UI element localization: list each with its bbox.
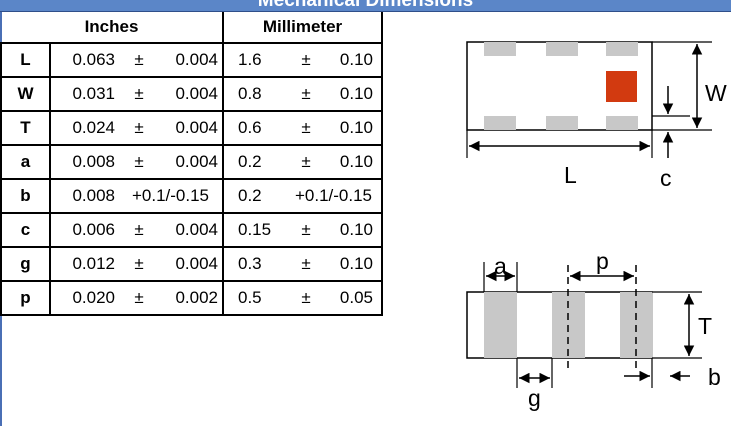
inch-value: 0.008 xyxy=(50,178,119,214)
header-inches: Inches xyxy=(1,12,224,43)
inch-plus-minus: ± xyxy=(119,280,159,316)
page-title: Mechanical Dimensions xyxy=(257,0,474,11)
dimension-symbol: a xyxy=(0,144,51,180)
mm-plus-minus: ± xyxy=(286,246,326,282)
mm-plus-minus: ± xyxy=(286,110,326,146)
header-millimeter: Millimeter xyxy=(223,12,383,43)
inch-tolerance: 0.004 xyxy=(159,76,224,112)
mm-value: 0.8 xyxy=(223,76,286,112)
inch-value: 0.024 xyxy=(50,110,119,146)
table-row: T 0.024 ± 0.004 0.6 ± 0.10 xyxy=(0,110,383,146)
pad-bottom xyxy=(546,116,578,130)
terminal-side xyxy=(484,292,517,358)
dimension-symbol: p xyxy=(0,280,51,316)
mm-value: 0.5 xyxy=(223,280,286,316)
label-g: g xyxy=(528,385,541,411)
pad-top xyxy=(606,42,638,56)
mm-tolerance: 0.10 xyxy=(326,246,383,282)
table-row: g 0.012 ± 0.004 0.3 ± 0.10 xyxy=(0,246,383,282)
inch-tolerance: 0.004 xyxy=(159,110,224,146)
label-a: a xyxy=(494,253,507,279)
inch-tolerance: 0.004 xyxy=(159,212,224,248)
inch-value: 0.006 xyxy=(50,212,119,248)
inch-plus-minus: ± xyxy=(119,110,159,146)
mm-plus-minus: ± xyxy=(286,212,326,248)
pad-top xyxy=(484,42,516,56)
label-L: L xyxy=(564,162,577,188)
mm-plus-minus: ± xyxy=(286,280,326,316)
dimension-symbol: c xyxy=(0,212,51,248)
inch-tolerance: 0.002 xyxy=(159,280,224,316)
label-p: p xyxy=(596,248,609,274)
mm-tolerance: 0.10 xyxy=(326,42,383,78)
inch-value: 0.020 xyxy=(50,280,119,316)
pad-top xyxy=(546,42,578,56)
inch-plus-minus: ± xyxy=(119,42,159,78)
mm-value: 0.3 xyxy=(223,246,286,282)
pad-bottom xyxy=(484,116,516,130)
pin1-marker xyxy=(606,71,637,102)
mm-value: 1.6 xyxy=(223,42,286,78)
dimension-symbol: g xyxy=(0,246,51,282)
label-W: W xyxy=(705,80,727,106)
label-c: c xyxy=(660,165,672,191)
inch-tolerance: 0.004 xyxy=(159,42,224,78)
inch-tolerance: 0.004 xyxy=(159,144,224,180)
mm-value: 0.2 xyxy=(223,144,286,180)
label-T: T xyxy=(698,313,712,339)
mm-tolerance: 0.05 xyxy=(326,280,383,316)
table-row: a 0.008 ± 0.004 0.2 ± 0.10 xyxy=(0,144,383,180)
dimensions-table: Inches Millimeter L 0.063 ± 0.004 1.6 ± … xyxy=(0,12,383,316)
table-row: b 0.008 +0.1/-0.15 0.2 +0.1/-0.15 xyxy=(0,178,383,214)
inch-value: 0.063 xyxy=(50,42,119,78)
inch-tolerance: 0.004 xyxy=(159,246,224,282)
mm-tolerance: 0.10 xyxy=(326,212,383,248)
inch-plus-minus: ± xyxy=(119,76,159,112)
mm-plus-minus: ± xyxy=(286,144,326,180)
dimension-symbol: L xyxy=(0,42,51,78)
inch-plus-minus: ± xyxy=(119,212,159,248)
inch-tolerance: +0.1/-0.15 xyxy=(119,178,224,214)
label-b: b xyxy=(708,364,721,390)
inch-value: 0.012 xyxy=(50,246,119,282)
table-row: c 0.006 ± 0.004 0.15 ± 0.10 xyxy=(0,212,383,248)
title-bar: Mechanical Dimensions xyxy=(0,0,731,12)
pad-bottom xyxy=(606,116,638,130)
table-row: p 0.020 ± 0.002 0.5 ± 0.05 xyxy=(0,280,383,316)
table-row: L 0.063 ± 0.004 1.6 ± 0.10 xyxy=(0,42,383,78)
dimension-symbol: b xyxy=(0,178,51,214)
mm-plus-minus: ± xyxy=(286,42,326,78)
mm-value: 0.15 xyxy=(223,212,286,248)
mm-tolerance: 0.10 xyxy=(326,144,383,180)
inch-value: 0.008 xyxy=(50,144,119,180)
mm-value: 0.2 xyxy=(223,178,286,214)
dimension-symbol: W xyxy=(0,76,51,112)
top-view-drawing: W c L xyxy=(466,41,727,191)
inch-plus-minus: ± xyxy=(119,246,159,282)
mm-tolerance: +0.1/-0.15 xyxy=(286,178,383,214)
inch-value: 0.031 xyxy=(50,76,119,112)
dimension-symbol: T xyxy=(0,110,51,146)
table-header-row: Inches Millimeter xyxy=(1,12,383,43)
mm-value: 0.6 xyxy=(223,110,286,146)
mm-plus-minus: ± xyxy=(286,76,326,112)
table-row: W 0.031 ± 0.004 0.8 ± 0.10 xyxy=(0,76,383,112)
mm-tolerance: 0.10 xyxy=(326,76,383,112)
mm-tolerance: 0.10 xyxy=(326,110,383,146)
inch-plus-minus: ± xyxy=(119,144,159,180)
side-view-drawing: a p T g b xyxy=(466,248,721,411)
